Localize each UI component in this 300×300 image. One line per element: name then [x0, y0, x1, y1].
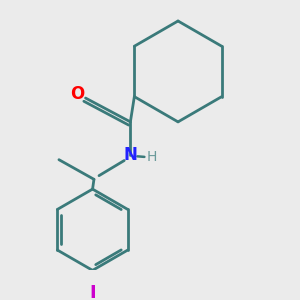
Text: I: I	[89, 284, 96, 300]
Text: O: O	[70, 85, 84, 103]
Text: N: N	[123, 146, 137, 164]
Text: H: H	[146, 150, 157, 164]
